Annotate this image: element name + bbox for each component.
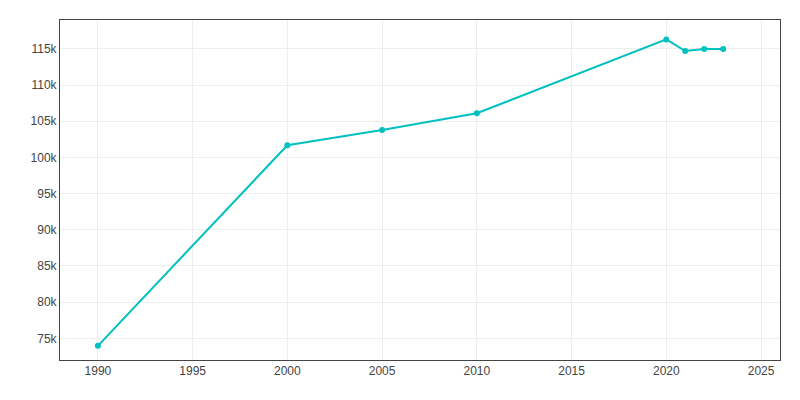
svg-text:95k: 95k	[37, 187, 57, 201]
svg-text:2015: 2015	[558, 364, 585, 378]
svg-text:85k: 85k	[37, 259, 57, 273]
svg-text:1995: 1995	[179, 364, 206, 378]
svg-text:110k: 110k	[31, 78, 57, 92]
svg-text:2000: 2000	[274, 364, 301, 378]
svg-text:100k: 100k	[31, 151, 58, 165]
svg-text:115k: 115k	[31, 42, 57, 56]
svg-text:2020: 2020	[653, 364, 680, 378]
svg-text:2005: 2005	[369, 364, 396, 378]
svg-text:1990: 1990	[85, 364, 112, 378]
svg-text:90k: 90k	[37, 223, 57, 237]
svg-text:2010: 2010	[463, 364, 490, 378]
svg-text:75k: 75k	[37, 332, 57, 346]
svg-text:2025: 2025	[748, 364, 775, 378]
svg-text:80k: 80k	[37, 295, 57, 309]
svg-text:105k: 105k	[31, 114, 58, 128]
